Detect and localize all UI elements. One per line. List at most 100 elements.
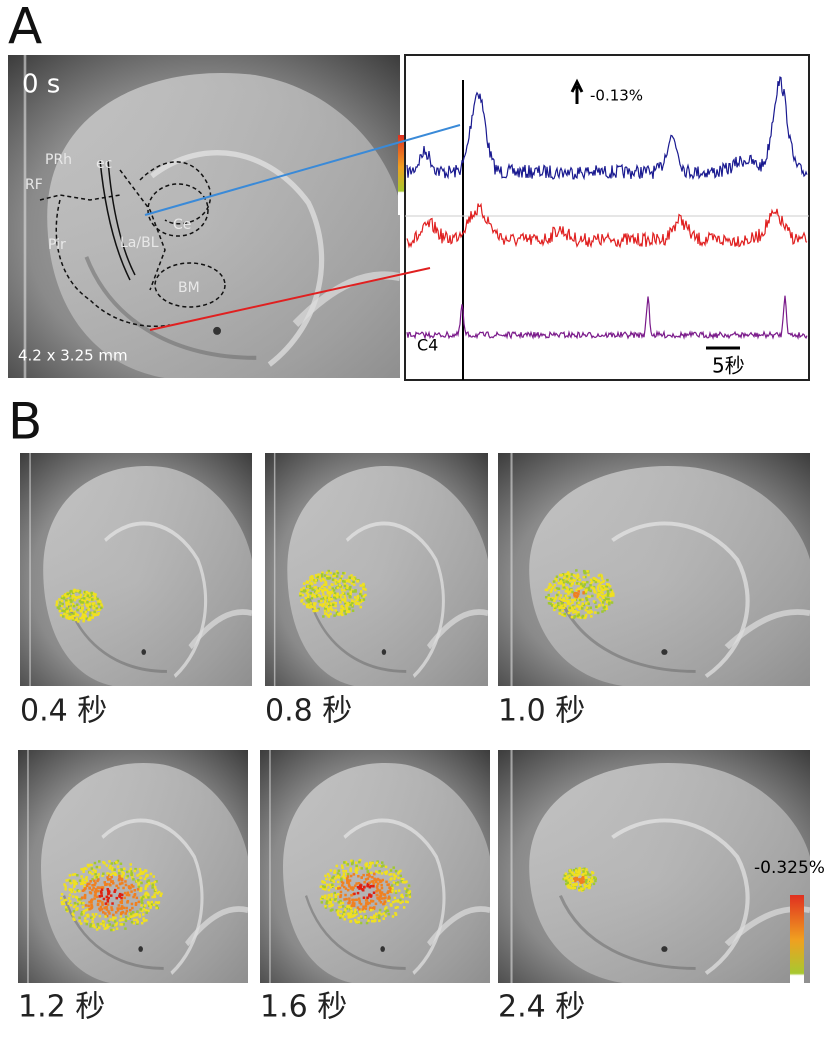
activation-pixel (546, 589, 549, 592)
activation-pixel (360, 922, 363, 925)
activation-pixel (117, 865, 120, 868)
activation-pixel (403, 906, 406, 909)
activation-pixel (594, 880, 597, 883)
activation-pixel (92, 616, 95, 619)
activation-pixel (72, 615, 75, 618)
activation-pixel (573, 574, 576, 577)
frame-time: 1.2 秒 (18, 990, 105, 1025)
activation-pixel (351, 915, 354, 918)
activation-pixel (383, 917, 386, 920)
activation-pixel (144, 888, 147, 891)
activation-pixel (375, 903, 378, 906)
activation-pixel (350, 604, 353, 607)
activation-pixel (581, 607, 584, 610)
activation-pixel (611, 601, 614, 604)
activation-pixel (82, 601, 85, 604)
activation-pixel (347, 873, 350, 876)
activation-pixel (384, 915, 387, 918)
activation-pixel (134, 870, 137, 873)
activation-pixel (72, 895, 75, 898)
activation-pixel (118, 869, 121, 872)
activation-pixel (556, 576, 559, 579)
activation-pixel (89, 602, 92, 605)
activation-pixel (322, 593, 325, 596)
activation-pixel (376, 888, 379, 891)
activation-pixel (69, 880, 72, 883)
activation-pixel (589, 584, 592, 587)
activation-pixel (385, 881, 388, 884)
activation-pixel (107, 900, 110, 903)
activation-pixel (564, 605, 567, 608)
activation-pixel (136, 921, 139, 924)
activation-pixel (600, 575, 603, 578)
activation-pixel (105, 902, 108, 905)
activation-pixel (389, 878, 392, 881)
activation-pixel (86, 923, 89, 926)
activation-pixel (348, 905, 351, 908)
activation-pixel (342, 882, 345, 885)
activation-pixel (574, 595, 577, 598)
activation-pixel (347, 913, 350, 916)
activation-pixel (106, 864, 109, 867)
activation-pixel (316, 609, 319, 612)
trace-scale: -0.13% (590, 87, 643, 105)
activation-pixel (352, 610, 355, 613)
activation-pixel (137, 888, 140, 891)
activation-pixel (560, 582, 563, 585)
activation-pixel (323, 603, 326, 606)
frame-time: 1.0 秒 (498, 694, 585, 729)
activation-pixel (78, 898, 81, 901)
activation-pixel (97, 613, 100, 616)
activation-pixel (371, 862, 374, 865)
activation-pixel (602, 601, 605, 604)
activation-pixel (571, 583, 574, 586)
activation-pixel (344, 585, 347, 588)
activation-pixel (373, 906, 376, 909)
activation-pixel (106, 926, 109, 929)
activation-pixel (70, 600, 73, 603)
activation-pixel (351, 600, 354, 603)
activation-pixel (336, 596, 339, 599)
activation-pixel (306, 589, 309, 592)
activation-pixel (349, 595, 352, 598)
activation-pixel (588, 596, 591, 599)
activation-pixel (94, 894, 97, 897)
activation-pixel (79, 600, 82, 603)
activation-pixel (309, 579, 312, 582)
activation-pixel (303, 582, 306, 585)
activation-pixel (339, 601, 342, 604)
activation-pixel (352, 590, 355, 593)
activation-pixel (83, 881, 86, 884)
region-label: La/BL (120, 235, 159, 251)
activation-pixel (74, 891, 77, 894)
activation-pixel (376, 862, 379, 865)
activation-pixel (395, 870, 398, 873)
activation-pixel (72, 914, 75, 917)
activation-pixel (95, 913, 98, 916)
activation-pixel (307, 596, 310, 599)
activation-pixel (366, 922, 369, 925)
activation-pixel (136, 897, 139, 900)
activation-pixel (355, 862, 358, 865)
activation-pixel (94, 870, 97, 873)
region-label: Pir (48, 237, 66, 253)
activation-pixel (597, 612, 600, 615)
activation-pixel (83, 597, 86, 600)
activation-pixel (598, 605, 601, 608)
activation-pixel (570, 577, 573, 580)
activation-pixel (82, 902, 85, 905)
activation-pixel (576, 577, 579, 580)
activation-pixel (356, 868, 359, 871)
activation-pixel (378, 897, 381, 900)
activation-pixel (101, 886, 104, 889)
activation-pixel (91, 867, 94, 870)
activation-pixel (584, 616, 587, 619)
activation-pixel (88, 599, 91, 602)
activation-pixel (335, 896, 338, 899)
activation-pixel (374, 864, 377, 867)
activation-pixel (370, 872, 373, 875)
activation-pixel (589, 883, 592, 886)
activation-pixel (89, 887, 92, 890)
activation-pixel (103, 898, 106, 901)
activation-pixel (598, 593, 601, 596)
